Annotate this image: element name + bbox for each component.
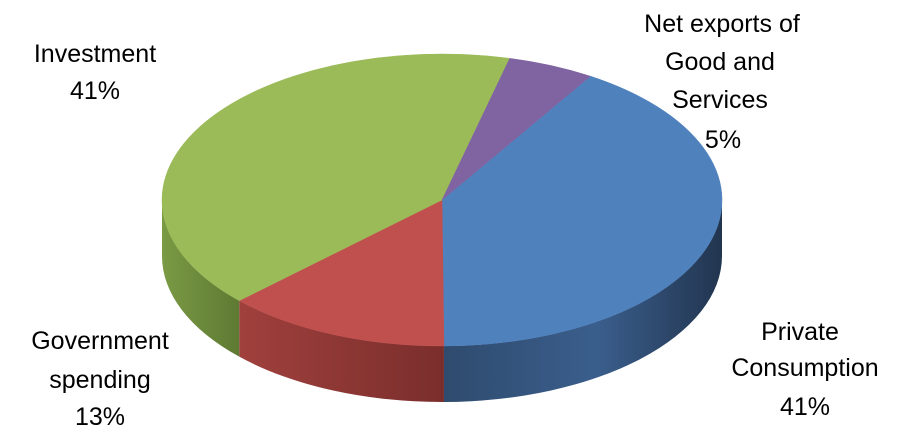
slice-label-net-exports: Net exports of Good and Services 5% bbox=[644, 10, 800, 154]
slice-label-line: spending bbox=[49, 366, 150, 394]
slice-label-line: Private bbox=[761, 318, 839, 346]
slice-value-label: 41% bbox=[780, 393, 830, 421]
pie-slice-investment bbox=[161, 53, 511, 301]
slice-label-line: Services bbox=[672, 86, 768, 114]
pie-side-government-spending bbox=[239, 300, 444, 402]
slice-label-line: Government bbox=[31, 327, 169, 355]
slice-label-line: Good and bbox=[665, 48, 775, 76]
slice-label-private-consumption: Private Consumption 41% bbox=[731, 318, 878, 421]
pie-slice-net-exports-of-good-and-services bbox=[441, 58, 591, 201]
pie-side-investment bbox=[162, 200, 240, 357]
pie-side-private-consumption bbox=[443, 200, 722, 402]
slice-label-government-spending: Government spending 13% bbox=[31, 327, 169, 431]
slice-label-line: Investment bbox=[34, 40, 156, 68]
pie-slice-government-spending bbox=[238, 199, 445, 347]
slice-label-line: Net exports of bbox=[644, 10, 800, 38]
slice-label-investment: Investment 41% bbox=[34, 40, 156, 105]
slice-value-label: 41% bbox=[70, 77, 120, 105]
slice-label-line: Consumption bbox=[731, 354, 878, 382]
slice-value-label: 5% bbox=[705, 126, 741, 154]
pie-slice-private-consumption bbox=[441, 75, 723, 347]
slice-value-label: 13% bbox=[75, 403, 125, 431]
